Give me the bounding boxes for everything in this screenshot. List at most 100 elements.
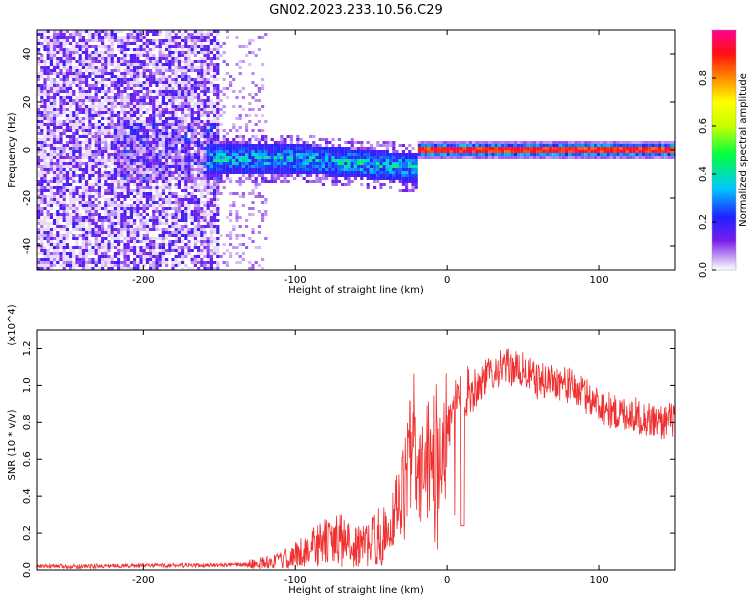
- spectrogram-cell: [251, 231, 255, 234]
- spectrogram-cell: [69, 114, 73, 117]
- spectrogram-cell: [49, 195, 53, 198]
- spectrogram-cell: [139, 240, 143, 243]
- spectrogram-cell: [85, 189, 89, 192]
- spectrogram-cell: [62, 186, 66, 189]
- spectrogram-cell: [360, 171, 364, 174]
- spectrogram-cell: [139, 204, 143, 207]
- spectrogram-cell: [181, 189, 185, 192]
- spectrogram-cell: [37, 30, 41, 33]
- spectrogram-cell: [213, 147, 217, 150]
- spectrogram-cell: [126, 252, 130, 255]
- spectrogram-cell: [318, 153, 322, 156]
- spectrogram-cell: [88, 267, 92, 270]
- spectrogram-cell: [273, 147, 277, 150]
- spectrogram-cell: [251, 168, 255, 171]
- spectrogram-cell: [177, 63, 181, 66]
- spectrogram-cell: [53, 168, 57, 171]
- spectrogram-cell: [78, 261, 82, 264]
- spectrogram-cell: [40, 198, 44, 201]
- spectrogram-cell: [277, 141, 281, 144]
- spectrogram-cell: [283, 138, 287, 141]
- spectrogram-cell: [184, 216, 188, 219]
- spectrogram-cell: [325, 162, 329, 165]
- spectrogram-cell: [376, 144, 380, 147]
- spectrogram-cell: [117, 249, 121, 252]
- spectrogram-cell: [235, 96, 239, 99]
- spectrogram-cell: [181, 213, 185, 216]
- spectrogram-cell: [168, 93, 172, 96]
- spectrogram-cell: [309, 162, 313, 165]
- spectrogram-cell: [59, 48, 63, 51]
- spectrogram-cell: [81, 153, 85, 156]
- spectrogram-cell: [430, 153, 434, 156]
- spectrogram-cell: [213, 240, 217, 243]
- spectrogram-cell: [174, 90, 178, 93]
- spectrogram-cell: [101, 69, 105, 72]
- spectrogram-cell: [232, 192, 236, 195]
- spectrogram-cell: [366, 186, 370, 189]
- spectrogram-cell: [120, 195, 124, 198]
- spectrogram-cell: [129, 207, 133, 210]
- spectrogram-cell: [72, 159, 76, 162]
- spectrogram-cell: [193, 48, 197, 51]
- spectrogram-cell: [171, 243, 175, 246]
- spectrogram-cell: [59, 150, 63, 153]
- spectrogram-cell: [123, 255, 127, 258]
- spectrogram-cell: [213, 165, 217, 168]
- spectrogram-cell: [235, 141, 239, 144]
- spectrogram-cell: [65, 225, 69, 228]
- spectrogram-cell: [408, 180, 412, 183]
- spectrogram-cell: [174, 78, 178, 81]
- spectrogram-cell: [72, 165, 76, 168]
- spectrogram-cell: [129, 78, 133, 81]
- spectrogram-cell: [270, 180, 274, 183]
- spectrogram-cell: [440, 144, 444, 147]
- spectrogram-cell: [49, 63, 53, 66]
- spectrogram-cell: [40, 165, 44, 168]
- spectrogram-cell: [43, 177, 47, 180]
- spectrogram-cell: [97, 159, 101, 162]
- spectrogram-cell: [65, 87, 69, 90]
- spectrogram-cell: [62, 42, 66, 45]
- spectrogram-cell: [136, 261, 140, 264]
- spectrogram-cell: [142, 252, 146, 255]
- spectrogram-cell: [241, 159, 245, 162]
- spectrogram-cell: [72, 249, 76, 252]
- spectrogram-cell: [379, 144, 383, 147]
- spectrogram-cell: [62, 147, 66, 150]
- spectrogram-cell: [405, 171, 409, 174]
- spectrogram-cell: [187, 87, 191, 90]
- spectrogram-cell: [75, 192, 79, 195]
- spectrogram-cell: [245, 144, 249, 147]
- spectrogram-cell: [209, 198, 213, 201]
- spectrogram-cell: [369, 174, 373, 177]
- spectrogram-cell: [142, 171, 146, 174]
- spectrogram-cell: [129, 135, 133, 138]
- spectrogram-cell: [168, 150, 172, 153]
- spectrogram-cell: [81, 183, 85, 186]
- spectrogram-cell: [248, 42, 252, 45]
- spectrogram-cell: [165, 69, 169, 72]
- spectrogram-cell: [427, 150, 431, 153]
- spectrogram-cell: [206, 87, 210, 90]
- spectrogram-cell: [216, 198, 220, 201]
- spectrogram-cell: [123, 159, 127, 162]
- spectrogram-cell: [168, 192, 172, 195]
- spectrogram-cell: [133, 147, 137, 150]
- spectrogram-cell: [510, 150, 514, 153]
- spectrogram-cell: [200, 183, 204, 186]
- spectrogram-cell: [200, 201, 204, 204]
- spectrogram-cell: [107, 246, 111, 249]
- spectrogram-cell: [209, 240, 213, 243]
- spectrogram-cell: [136, 264, 140, 267]
- spectrogram-cell: [437, 147, 441, 150]
- spectrogram-cell: [213, 42, 217, 45]
- spectrogram-cell: [152, 102, 156, 105]
- spectrogram-cell: [193, 129, 197, 132]
- spectrogram-cell: [209, 75, 213, 78]
- spectrogram-cell: [174, 126, 178, 129]
- spectrogram-cell: [161, 90, 165, 93]
- spectrogram-cell: [37, 216, 41, 219]
- spectrogram-cell: [117, 84, 121, 87]
- spectrogram-cell: [78, 201, 82, 204]
